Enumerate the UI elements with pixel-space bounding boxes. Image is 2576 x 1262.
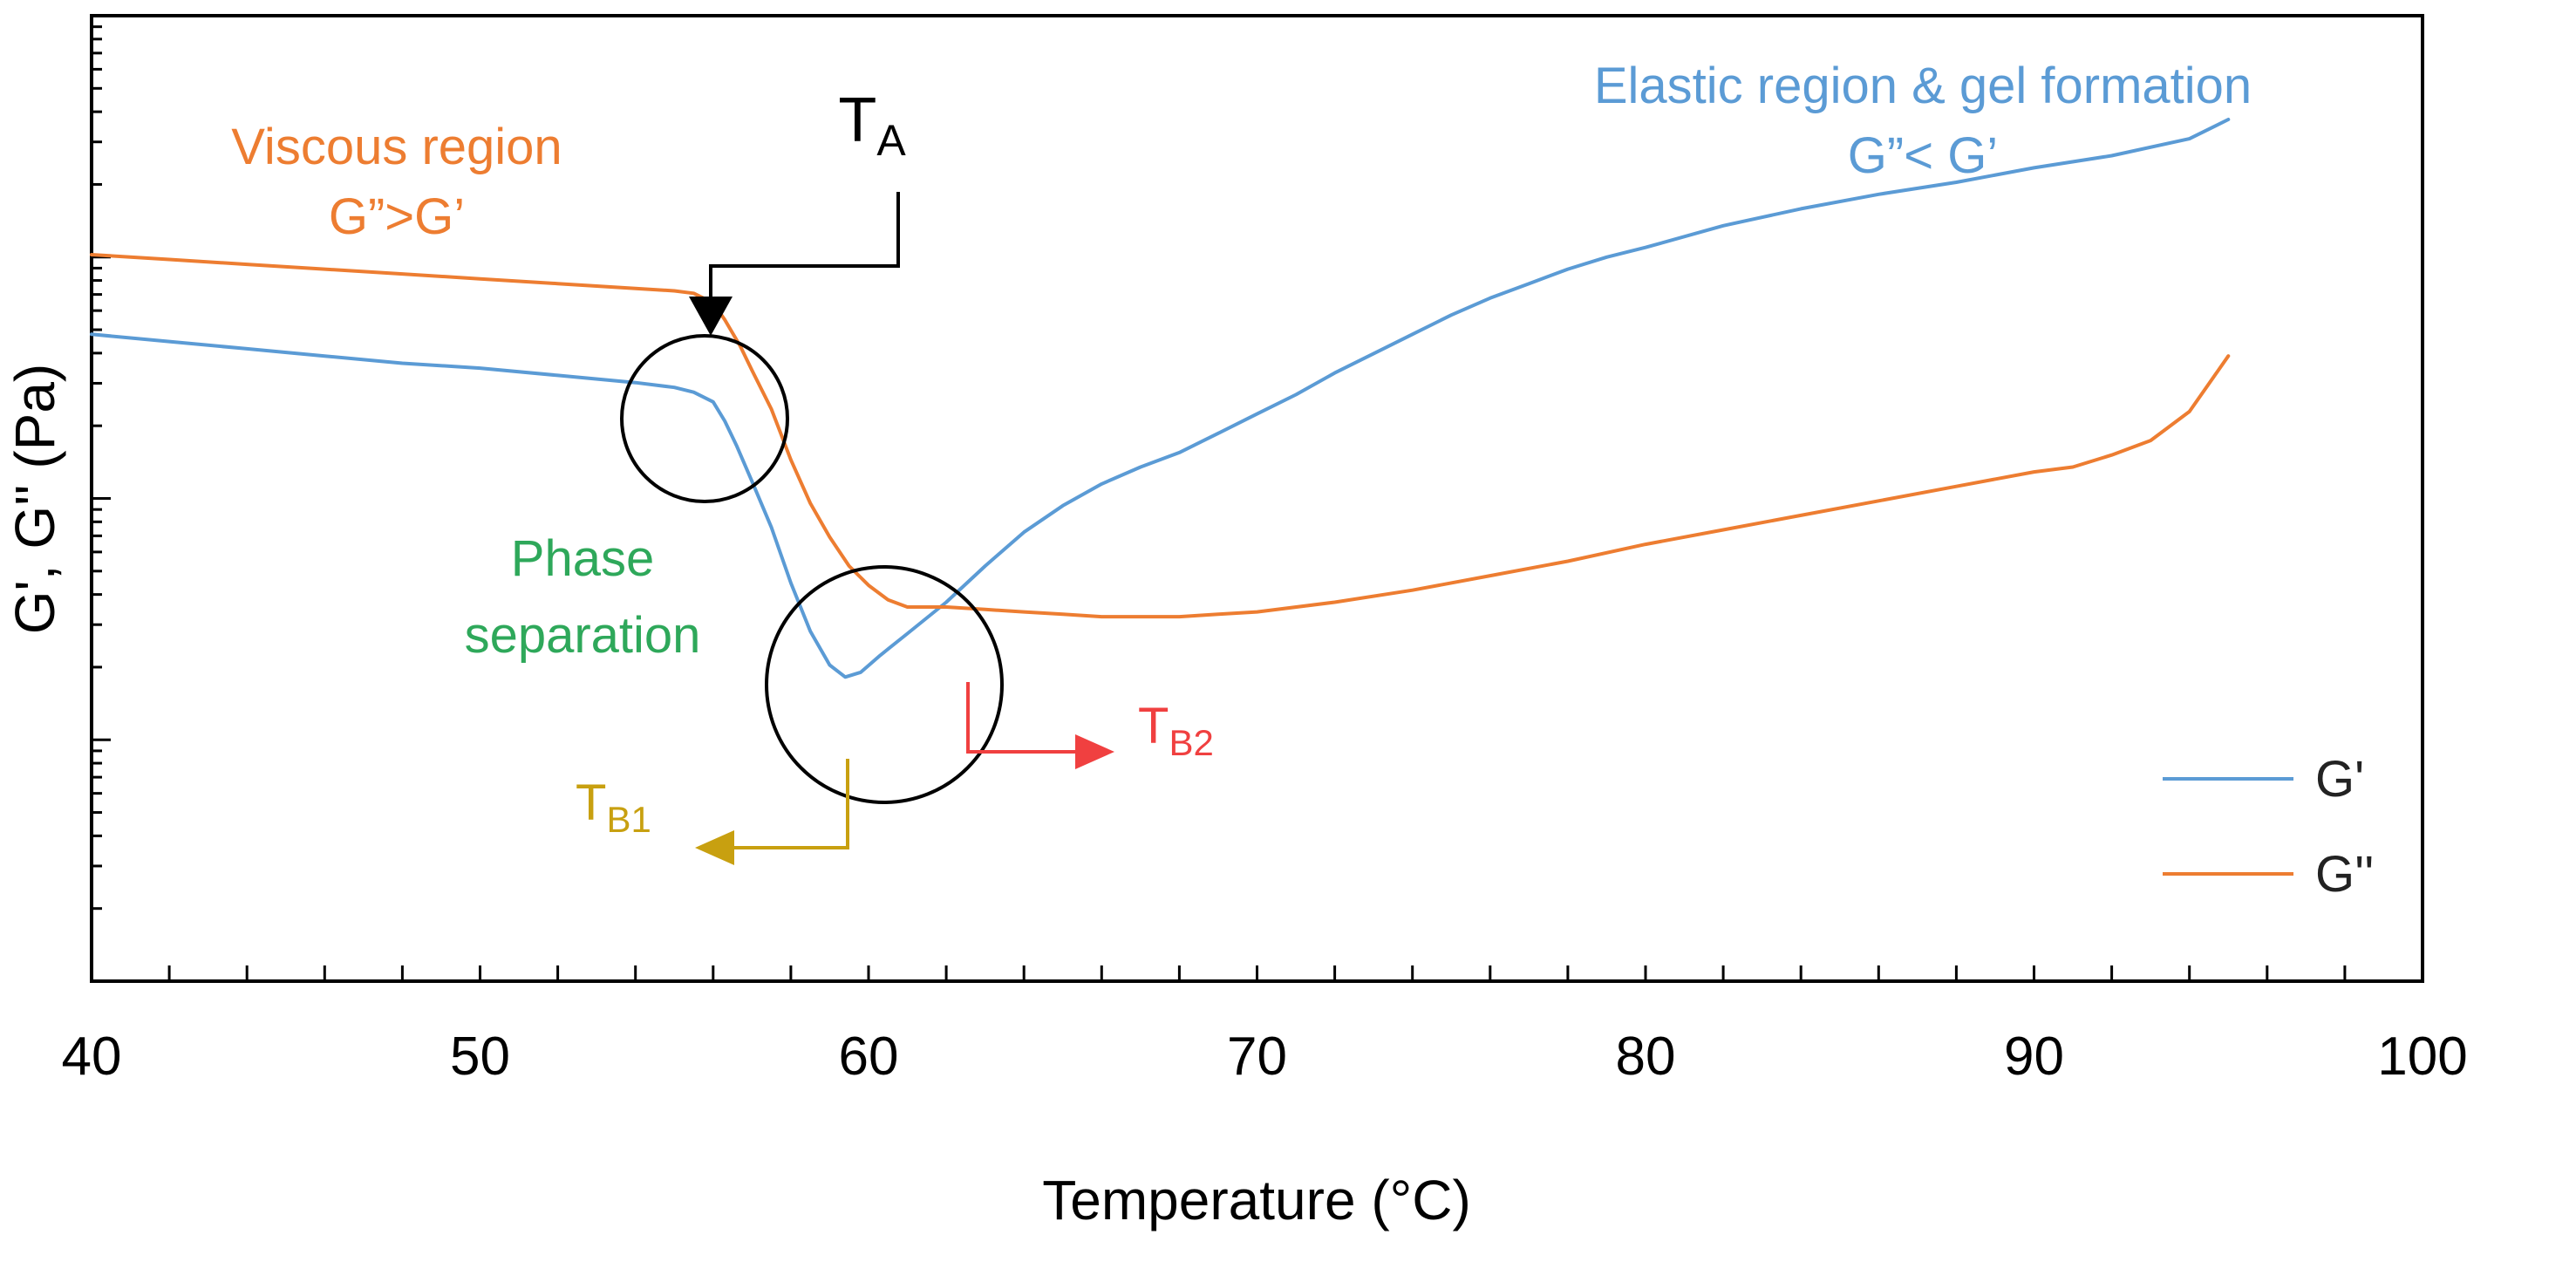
series-line-g-prime: [90, 118, 2231, 679]
tb1-main: T: [576, 774, 606, 831]
x-tick-label: 80: [1616, 1027, 1676, 1087]
series-lines: [90, 118, 2231, 679]
separation-label: separation: [465, 607, 701, 664]
tb2-main: T: [1138, 698, 1169, 754]
tb1-arrowhead: [695, 830, 734, 865]
viscous-region-label: Viscous region: [231, 119, 562, 175]
tb2-label: TB2: [1138, 698, 1214, 763]
phase-separation-annotation: Phase separation: [465, 530, 701, 664]
viscous-region-condition: G”>G’: [329, 188, 465, 245]
ta-label: TA: [838, 85, 906, 165]
phase-circle: [765, 565, 1004, 804]
x-axis-ticks: [167, 965, 2347, 981]
ta-arrow-path: [709, 192, 900, 301]
tb2-arrowhead: [1075, 734, 1114, 769]
tb2-arrow-path: [966, 682, 1077, 754]
tb1-subscript: B1: [606, 799, 651, 840]
phase-label: Phase: [511, 530, 654, 587]
legend-label-g-double-prime: G'': [2315, 846, 2374, 903]
x-tick-label: 50: [450, 1027, 510, 1087]
x-tick-label: 40: [62, 1027, 122, 1087]
x-tick-label: 60: [839, 1027, 899, 1087]
x-tick-label: 70: [1227, 1027, 1287, 1087]
tb1-arrow-path: [731, 759, 849, 849]
ta-main: T: [838, 85, 876, 155]
x-tick-label: 90: [2004, 1027, 2064, 1087]
x-axis-tick-labels: 40 50 60 70 80 90 100: [62, 1027, 2468, 1087]
viscous-region-annotation: Viscous region G”>G’: [231, 119, 562, 245]
tb1-label: TB1: [576, 774, 651, 840]
y-axis-ticks: [92, 14, 111, 983]
tb2-subscript: B2: [1169, 722, 1213, 763]
tb2-annotation: TB2: [966, 682, 1214, 769]
legend: G' G'': [2163, 751, 2374, 903]
x-tick-label: 100: [2377, 1027, 2467, 1087]
elastic-region-annotation: Elastic region & gel formation G”< G’: [1594, 58, 2252, 184]
ta-annotation: TA: [620, 85, 906, 503]
x-axis-title: Temperature (°C): [1042, 1169, 1471, 1231]
series-line-g-double-prime: [90, 253, 2231, 619]
ta-arrowhead: [689, 297, 733, 336]
legend-label-g-prime: G': [2315, 751, 2364, 808]
y-axis-title: G', G'' (Pa): [3, 364, 66, 634]
elastic-region-label: Elastic region & gel formation: [1594, 58, 2252, 114]
legend-item-g-double-prime: G'': [2163, 846, 2374, 903]
ta-circle: [620, 334, 789, 503]
tb1-annotation: TB1: [576, 759, 849, 865]
ta-subscript: A: [876, 116, 906, 165]
elastic-region-condition: G”< G’: [1848, 127, 1998, 184]
legend-item-g-prime: G': [2163, 751, 2364, 808]
